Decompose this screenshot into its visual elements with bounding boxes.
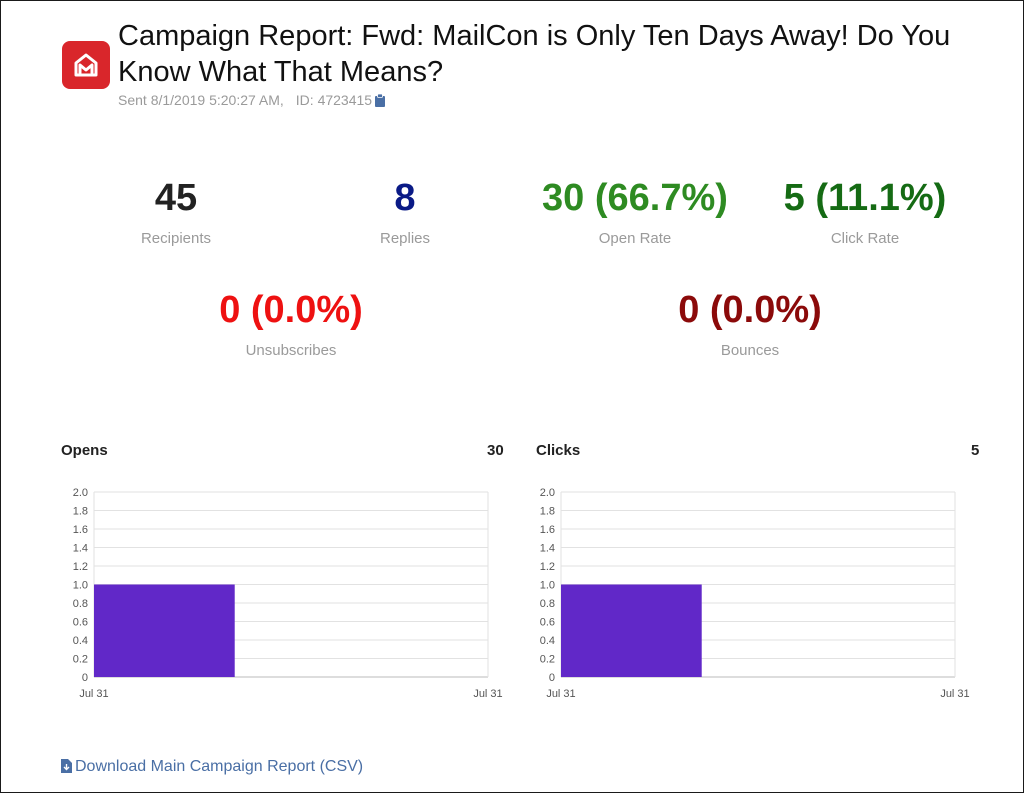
y-tick-label: 1.6 — [73, 524, 88, 536]
open-rate-value: 30 (66.7%) — [542, 177, 728, 219]
clicks-chart-total: 5 — [971, 442, 980, 459]
y-tick-label: 0.6 — [540, 617, 555, 629]
y-tick-label: 0.4 — [73, 635, 88, 647]
bar — [94, 584, 235, 677]
y-tick-label: 1.0 — [73, 580, 88, 592]
stat-open-rate: 30 (66.7%) Open Rate — [515, 176, 755, 247]
replies-value: 8 — [394, 177, 416, 219]
stat-recipients: 45 Recipients — [56, 176, 296, 247]
opens-chart: 2.0 1.8 1.6 1.4 1.2 1.0 0.8 0.6 0.4 0.2 0 Jul 31 Jul… — [73, 487, 503, 700]
sent-timestamp: Sent 8/1/2019 5:20:27 AM, — [118, 92, 284, 108]
y-tick-label: 1.6 — [540, 524, 555, 536]
stat-click-rate: 5 (11.1%) Click Rate — [745, 176, 985, 247]
recipients-label: Recipients — [140, 230, 212, 247]
x-tick-label: Jul 31 — [546, 688, 575, 700]
y-tick-label: 0.6 — [73, 617, 88, 629]
y-tick-label: 2.0 — [540, 487, 555, 499]
stat-bounces: 0 (0.0%) Bounces — [630, 288, 870, 359]
click-rate-value: 5 (11.1%) — [783, 177, 947, 219]
bounces-label: Bounces — [720, 342, 780, 359]
download-csv-label: Download Main Campaign Report (CSV) — [75, 758, 364, 775]
unsubscribes-label: Unsubscribes — [245, 342, 337, 359]
y-tick-label: 1.2 — [540, 561, 555, 573]
stat-replies: 8 Replies — [285, 176, 525, 247]
download-csv-link[interactable]: Download Main Campaign Report (CSV) — [60, 758, 363, 776]
y-tick-label: 2.0 — [73, 487, 88, 499]
x-tick-label: Jul 31 — [473, 688, 502, 700]
clicks-chart-title: Clicks — [536, 442, 581, 459]
page-title: Campaign Report: Fwd: MailCon is Only Te… — [118, 20, 951, 88]
campaign-id: ID: 4723415 — [295, 92, 373, 108]
y-tick-label: 1.2 — [73, 561, 88, 573]
open-rate-label: Open Rate — [598, 230, 672, 247]
bar — [561, 584, 702, 677]
y-tick-label: 0 — [549, 672, 555, 684]
x-tick-label: Jul 31 — [940, 688, 969, 700]
opens-chart-total: 30 — [487, 442, 504, 459]
replies-label: Replies — [379, 230, 431, 247]
y-tick-label: 1.4 — [540, 543, 555, 555]
opens-chart-title: Opens — [61, 442, 108, 459]
y-tick-label: 0.8 — [540, 598, 555, 610]
y-tick-label: 0.2 — [540, 654, 555, 666]
y-tick-label: 0.4 — [540, 635, 555, 647]
clipboard-icon[interactable] — [375, 93, 386, 110]
click-rate-label: Click Rate — [830, 230, 900, 247]
y-tick-label: 0.8 — [73, 598, 88, 610]
campaign-meta: Sent 8/1/2019 5:20:27 AM, ID: 4723415 — [118, 92, 386, 110]
file-download-icon — [61, 759, 72, 773]
envelope-m-logo-icon — [62, 41, 110, 89]
stat-unsubscribes: 0 (0.0%) Unsubscribes — [171, 288, 411, 359]
y-tick-label: 0.2 — [73, 654, 88, 666]
y-tick-label: 1.8 — [540, 506, 555, 518]
y-tick-label: 1.8 — [73, 506, 88, 518]
unsubscribes-value: 0 (0.0%) — [219, 289, 363, 331]
y-tick-label: 1.4 — [73, 543, 88, 555]
clicks-chart: 2.0 1.8 1.6 1.4 1.2 1.0 0.8 0.6 0.4 0.2 0 Jul 31 Jul… — [540, 487, 970, 700]
bounces-value: 0 (0.0%) — [678, 289, 822, 331]
y-tick-label: 0 — [82, 672, 88, 684]
x-tick-label: Jul 31 — [79, 688, 108, 700]
recipients-value: 45 — [154, 177, 198, 219]
y-tick-label: 1.0 — [540, 580, 555, 592]
